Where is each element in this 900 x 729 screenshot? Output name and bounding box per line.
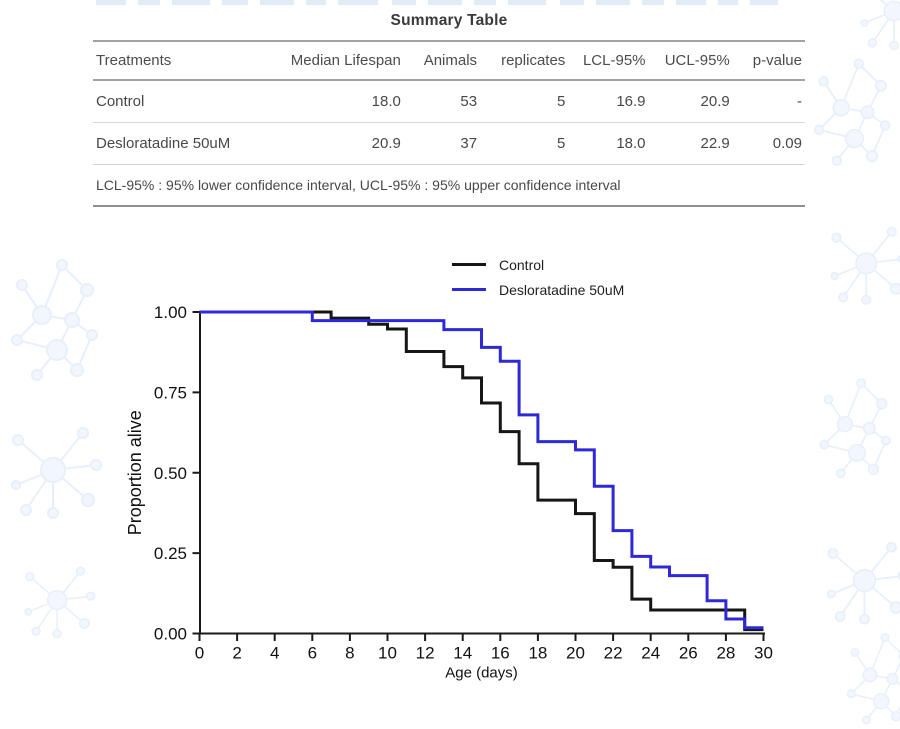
- cell-treatment: Control: [96, 93, 145, 110]
- col-header-pvalue: p-value: [752, 52, 802, 69]
- cell-ucl: 22.9: [700, 135, 730, 152]
- cell-pvalue: 0.09: [772, 135, 802, 152]
- table-footnote-row: LCL-95% : 95% lower confidence interval,…: [93, 165, 805, 206]
- cell-animals: 53: [460, 93, 478, 110]
- y-tick-label: 0.25: [154, 544, 187, 563]
- x-tick-label: 22: [604, 644, 623, 663]
- cell-lcl: 18.0: [616, 135, 646, 152]
- legend-item-control: Control: [452, 252, 624, 277]
- x-tick-label: 8: [345, 644, 354, 663]
- x-tick-label: 16: [491, 644, 510, 663]
- y-axis-label: Proportion alive: [125, 410, 145, 535]
- y-tick-label: 0.00: [154, 625, 187, 644]
- table-row-desloratadine: Desloratadine 50uM 20.9 37 5 18.0 22.9 0…: [93, 123, 805, 165]
- cell-median: 18.0: [371, 93, 401, 110]
- desloratadine-survival-curve: [199, 310, 764, 630]
- table-row-control: Control 18.0 53 5 16.9 20.9 -: [93, 80, 805, 123]
- col-header-ucl: UCL-95%: [664, 52, 730, 69]
- summary-table-section: Summary Table Treatments Median Lifespan…: [93, 8, 805, 207]
- col-header-median-lifespan: Median Lifespan: [290, 52, 401, 69]
- summary-table: Treatments Median Lifespan Animals repli…: [93, 40, 805, 207]
- y-tick-label: 0.50: [154, 464, 187, 483]
- x-tick-label: 24: [641, 644, 660, 663]
- x-tick-label: 30: [754, 644, 773, 663]
- col-header-treatments: Treatments: [96, 52, 172, 69]
- x-tick-label: 14: [453, 644, 472, 663]
- x-tick-label: 12: [416, 644, 435, 663]
- control-survival-curve: [199, 310, 764, 632]
- x-tick-label: 10: [378, 644, 397, 663]
- cell-treatment: Desloratadine 50uM: [96, 135, 231, 152]
- col-header-replicates: replicates: [501, 52, 566, 69]
- table-footnote: LCL-95% : 95% lower confidence interval,…: [96, 177, 621, 193]
- col-header-animals: Animals: [423, 52, 478, 69]
- x-tick-label: 26: [679, 644, 698, 663]
- control-line-swatch: [452, 262, 486, 267]
- table-title: Summary Table: [390, 12, 508, 29]
- x-tick-label: 6: [308, 644, 317, 663]
- cell-animals: 37: [460, 135, 478, 152]
- cell-median: 20.9: [371, 135, 401, 152]
- x-axis-label: Age (days): [445, 665, 518, 682]
- table-header-row: Treatments Median Lifespan Animals repli…: [93, 41, 805, 80]
- col-header-lcl: LCL-95%: [582, 52, 646, 69]
- cell-replicates: 5: [556, 135, 566, 152]
- cell-replicates: 5: [556, 93, 566, 110]
- y-tick-label: 0.75: [154, 383, 187, 402]
- desloratadine-line-swatch: [452, 287, 486, 292]
- x-tick-label: 4: [270, 644, 279, 663]
- x-tick-label: 18: [528, 644, 547, 663]
- legend-label-control: Control: [499, 256, 545, 273]
- cell-ucl: 20.9: [700, 93, 730, 110]
- legend-item-desloratadine: Desloratadine 50uM: [452, 277, 624, 302]
- x-tick-label: 28: [716, 644, 735, 663]
- x-tick-label: 0: [195, 644, 204, 663]
- y-tick-label: 1.00: [154, 303, 187, 322]
- legend-label-desloratadine: Desloratadine 50uM: [499, 281, 625, 298]
- x-tick-label: 2: [232, 644, 241, 663]
- top-watermark-strip: [96, 0, 778, 5]
- x-tick-label: 20: [566, 644, 585, 663]
- chart-legend: Control Desloratadine 50uM: [452, 252, 624, 302]
- cell-lcl: 16.9: [616, 93, 646, 110]
- cell-pvalue: -: [797, 93, 802, 110]
